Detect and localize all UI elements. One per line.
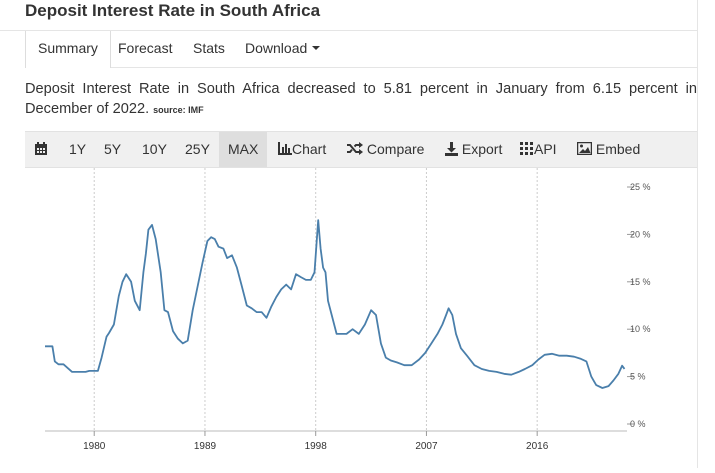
range-25y[interactable]: 25Y (185, 141, 210, 157)
api-button[interactable]: API (520, 132, 557, 167)
x-tick-label: 2016 (526, 441, 549, 452)
y-tick-label: 20 % (630, 229, 651, 239)
export-button-label: Export (461, 141, 503, 157)
chart-toolbar: 1Y 5Y 10Y 25Y MAX Chart Compare Export A… (25, 131, 697, 168)
shuffle-icon (347, 142, 363, 156)
x-tick-label: 1989 (194, 441, 217, 452)
tab-stats[interactable]: Stats (193, 40, 225, 56)
tab-bar: Summary Forecast Stats Download (25, 31, 697, 68)
x-tick-label: 2007 (415, 441, 438, 452)
download-icon (445, 141, 458, 156)
line-chart: 25 % 20 % 15 % 10 % 5 % 0 % 1980 1989 1998 2007 2… (45, 168, 651, 452)
tab-download-label: Download (245, 40, 308, 56)
calendar-icon[interactable] (34, 132, 48, 167)
tab-download[interactable]: Download (233, 31, 332, 66)
chart-area: 25 % 20 % 15 % 10 % 5 % 0 % 1980 1989 1998 2007 2… (25, 168, 697, 468)
title-divider (0, 30, 697, 31)
y-tick-label: 5 % (630, 372, 646, 382)
bar-chart-icon (278, 142, 292, 156)
range-1y[interactable]: 1Y (69, 141, 87, 157)
tab-summary[interactable]: Summary (25, 31, 111, 68)
api-button-label: API (534, 141, 557, 157)
series-line (45, 219, 626, 389)
compare-button-label: Compare (366, 141, 425, 157)
x-tick-label: 1998 (305, 441, 328, 452)
range-max[interactable]: MAX (219, 132, 268, 167)
summary-paragraph: Deposit Interest Rate in South Africa de… (25, 79, 697, 123)
y-tick-label: 0 % (630, 419, 646, 429)
chart-button[interactable]: Chart (278, 132, 326, 167)
range-5y[interactable]: 5Y (104, 141, 122, 157)
y-tick-label: 15 % (630, 277, 651, 287)
embed-button[interactable]: Embed (576, 132, 641, 167)
embed-button-label: Embed (595, 141, 641, 157)
source-label: source: IMF (153, 105, 204, 115)
caret-down-icon (312, 46, 321, 51)
x-tick-label: 1980 (83, 441, 106, 452)
summary-text: Deposit Interest Rate in South Africa de… (25, 81, 697, 117)
page-title: Deposit Interest Rate in South Africa (25, 1, 321, 20)
y-tick-label: 10 % (630, 324, 651, 334)
right-border (697, 0, 698, 468)
chart-button-label: Chart (292, 141, 327, 157)
range-10y[interactable]: 10Y (142, 141, 167, 157)
compare-button[interactable]: Compare (347, 132, 424, 167)
image-icon (576, 142, 593, 156)
tab-forecast[interactable]: Forecast (118, 40, 173, 56)
y-tick-label: 25 % (630, 182, 651, 192)
grid-icon (520, 141, 533, 155)
export-button[interactable]: Export (445, 132, 502, 167)
